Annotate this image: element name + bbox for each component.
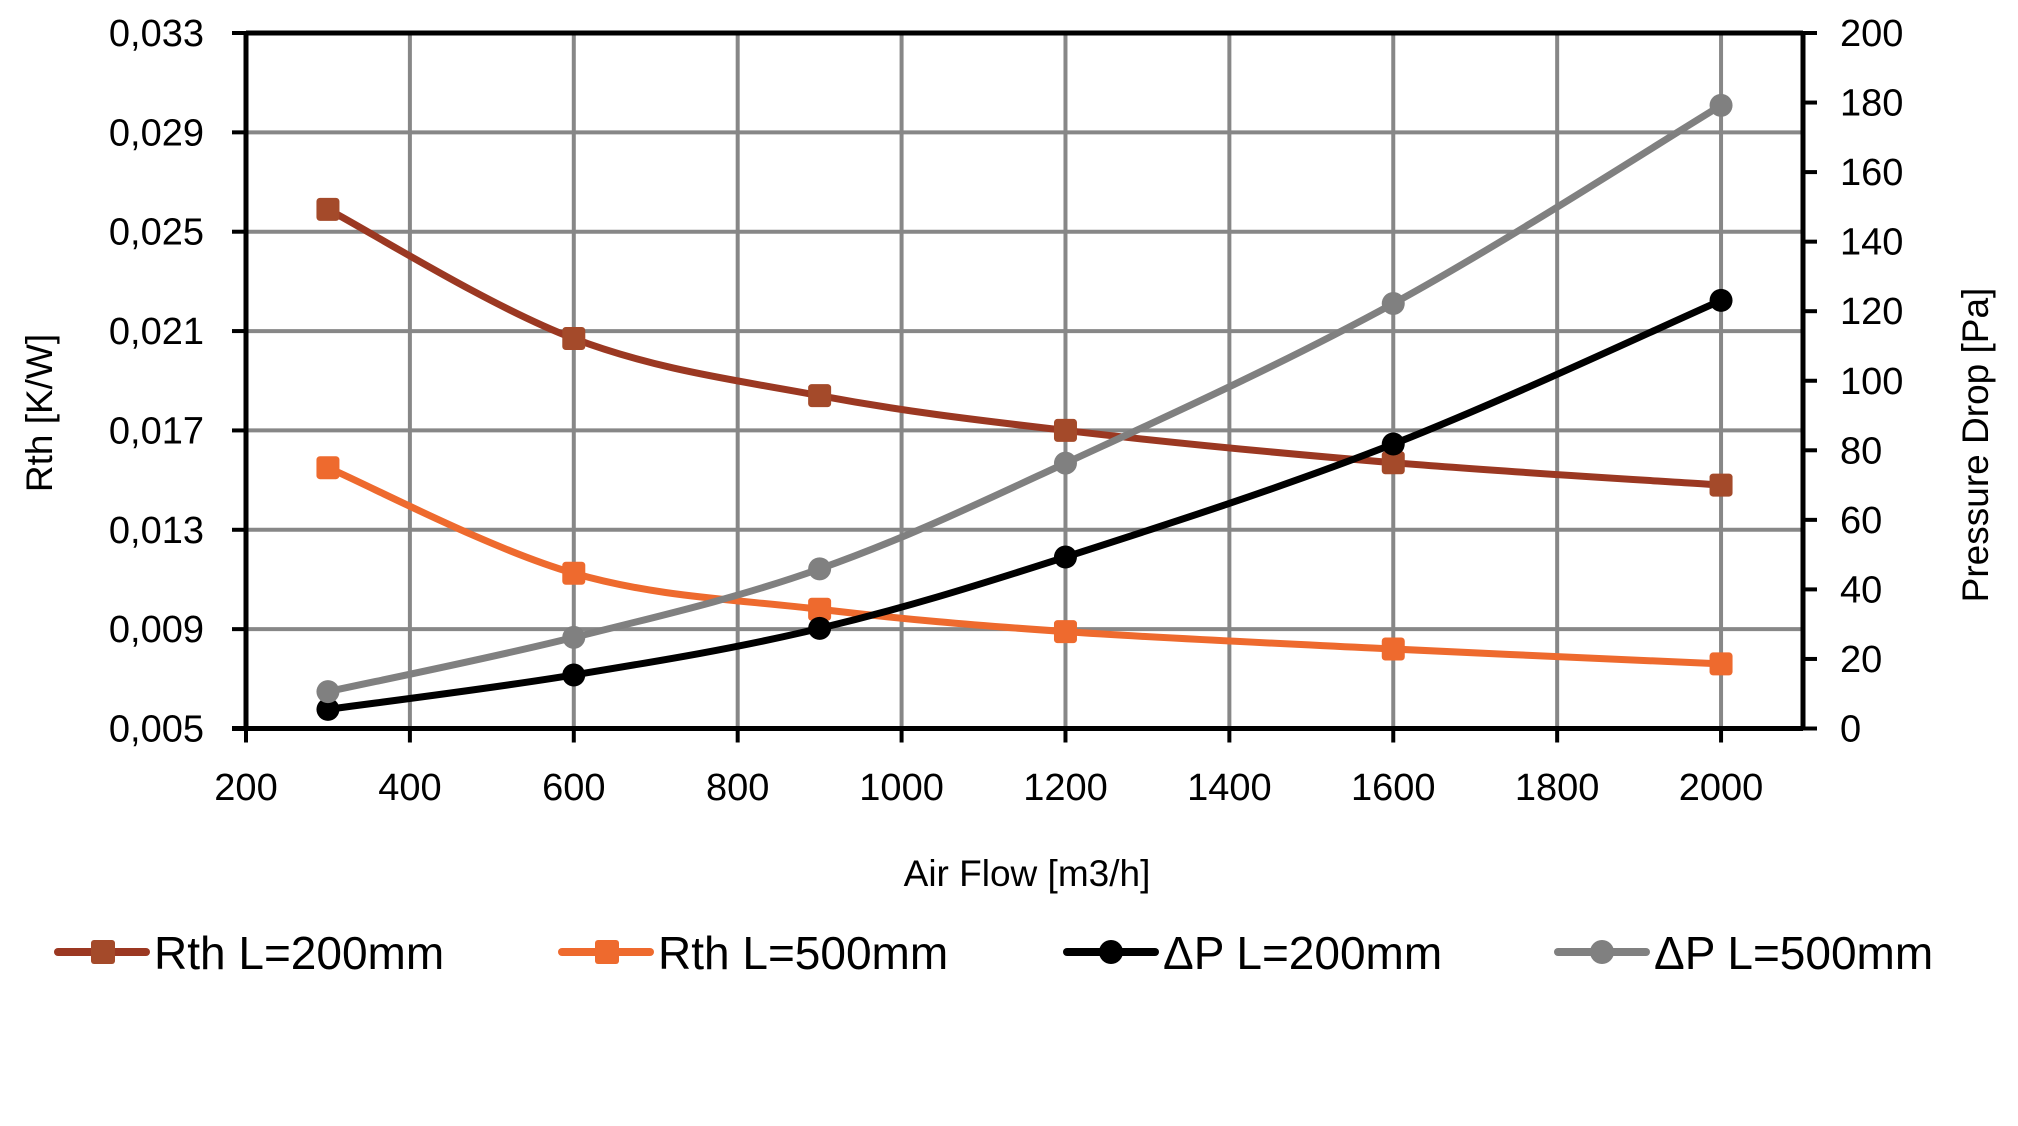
series-markers	[316, 93, 1733, 721]
x-tick-label: 1200	[1023, 767, 1108, 809]
x-tick-label: 1800	[1515, 767, 1600, 809]
data-point-square	[808, 384, 832, 408]
legend-marker-square	[595, 940, 619, 964]
y2-tick-label: 40	[1840, 569, 1882, 611]
data-point-circle	[316, 697, 340, 721]
legend-marker-circle	[1590, 940, 1614, 964]
data-point-square	[1053, 620, 1077, 644]
legend-label: ΔP L=500mm	[1654, 927, 1933, 979]
data-point-square	[562, 561, 586, 585]
y-tick-label: 0,029	[109, 112, 204, 154]
data-point-circle	[808, 557, 832, 581]
series-line	[324, 296, 1725, 713]
data-point-circle	[316, 680, 340, 704]
x-tick-label: 400	[378, 767, 441, 809]
series-lines	[324, 101, 1725, 713]
data-point-circle	[1709, 93, 1733, 117]
data-point-circle	[808, 616, 832, 640]
data-point-square	[1053, 418, 1077, 442]
x-tick-label: 2000	[1679, 767, 1764, 809]
series-line	[324, 101, 1725, 696]
x-tick-label: 800	[706, 767, 769, 809]
data-point-square	[1709, 473, 1733, 497]
x-tick-label: 600	[542, 767, 605, 809]
legend-label: Rth L=200mm	[154, 927, 444, 979]
y-tick-label: 0,025	[109, 212, 204, 254]
y-tick-label: 0,017	[109, 410, 204, 452]
legend-item: ΔP L=200mm	[1063, 927, 1442, 979]
y2-axis-title: Pressure Drop [Pa]	[1955, 288, 1996, 603]
x-tick-labels: 200 400 600 800 1000 1200 1400 1600 1800 2000	[214, 767, 1763, 809]
data-point-circle	[1709, 288, 1733, 312]
y2-tick-label: 180	[1840, 83, 1903, 125]
y2-tick-label: 80	[1840, 430, 1882, 472]
legend-item: ΔP L=500mm	[1554, 927, 1933, 979]
y-axis-title: Rth [K/W]	[19, 334, 60, 492]
data-point-circle	[1381, 292, 1405, 316]
data-point-circle	[562, 663, 586, 687]
legend-label: ΔP L=200mm	[1163, 927, 1442, 979]
y2-tick-label: 100	[1840, 361, 1903, 403]
x-tick-label: 1600	[1351, 767, 1436, 809]
data-point-circle	[1381, 432, 1405, 456]
y-tick-label: 0,009	[109, 609, 204, 651]
x-tick-label: 200	[214, 767, 277, 809]
data-point-circle	[1053, 451, 1077, 475]
legend: Rth L=200mm Rth L=500mm ΔP L=200mm ΔP L=500…	[54, 927, 1933, 979]
y2-tick-label: 60	[1840, 500, 1882, 542]
y-tick-label: 0,021	[109, 311, 204, 353]
legend-item: Rth L=200mm	[54, 927, 444, 979]
x-tick-label: 1000	[859, 767, 944, 809]
y-tick-label: 0,005	[109, 709, 204, 751]
y2-tick-label: 140	[1840, 222, 1903, 264]
legend-marker-circle	[1099, 940, 1123, 964]
legend-label: Rth L=500mm	[658, 927, 948, 979]
y2-tick-label: 0	[1840, 709, 1861, 751]
y-tick-label: 0,033	[109, 13, 204, 55]
data-point-circle	[562, 625, 586, 649]
data-point-square	[562, 327, 586, 351]
data-point-circle	[1053, 545, 1077, 569]
y2-tick-label: 200	[1840, 13, 1903, 55]
y2-tick-labels: 0 20 40 60 80 100 120 140 160 180 200	[1840, 13, 1903, 751]
grid	[246, 33, 1803, 729]
x-tick-label: 1400	[1187, 767, 1272, 809]
data-point-square	[316, 456, 340, 480]
series-line	[324, 205, 1725, 489]
legend-marker-square	[91, 940, 115, 964]
y-tick-labels: 0,005 0,009 0,013 0,017 0,021 0,025 0,029 0,033	[109, 13, 204, 751]
y2-tick-label: 160	[1840, 152, 1903, 194]
series-line	[324, 464, 1725, 668]
y-tick-label: 0,013	[109, 510, 204, 552]
y2-tick-label: 120	[1840, 291, 1903, 333]
legend-item: Rth L=500mm	[558, 927, 948, 979]
y2-tick-label: 20	[1840, 639, 1882, 681]
data-point-square	[316, 197, 340, 221]
data-point-square	[1709, 652, 1733, 676]
data-point-square	[1381, 637, 1405, 661]
axes	[232, 30, 1817, 743]
x-axis-title: Air Flow [m3/h]	[904, 853, 1151, 894]
